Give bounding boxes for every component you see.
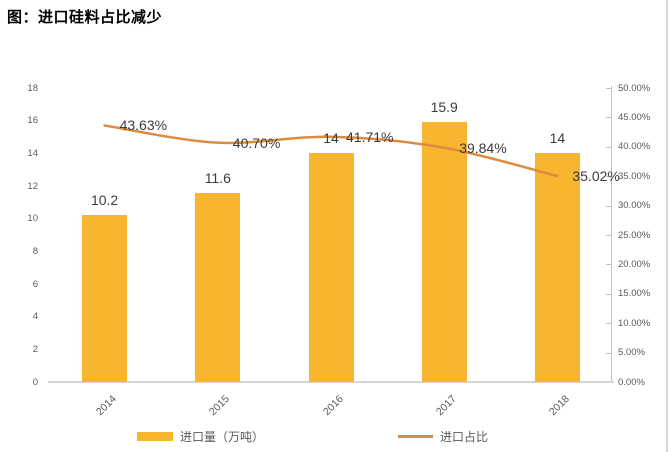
right-axis-tick: 15.00% <box>618 288 651 300</box>
line-value-label: 40.70% <box>232 134 281 151</box>
x-axis-line <box>48 381 614 383</box>
line-value-label: 35.02% <box>572 168 620 185</box>
bar-value-label: 10.2 <box>90 192 119 209</box>
line-value-label: 41.71% <box>346 128 394 145</box>
x-axis-label-2017: 2017 <box>433 393 459 419</box>
x-axis-label-2015: 2015 <box>207 393 233 419</box>
bar-value-label: 14 <box>323 130 339 147</box>
right-axis-tick: 0.00% <box>618 376 645 388</box>
left-axis-tick: 10 <box>27 213 38 225</box>
right-axis-tickmark <box>606 88 611 89</box>
right-axis-tickmark <box>606 205 611 207</box>
left-axis-tick: 12 <box>27 180 38 192</box>
right-axis-tick: 20.00% <box>618 258 651 270</box>
figure-title: 图：进口硅料占比减少 <box>7 9 163 26</box>
right-axis-tickmark <box>606 146 611 148</box>
right-axis-tick: 35.00% <box>618 170 651 182</box>
left-axis-tick: 16 <box>27 115 38 127</box>
right-axis-tick: 5.00% <box>618 347 645 359</box>
right-axis-tick: 45.00% <box>618 111 651 123</box>
x-axis-label-2014: 2014 <box>94 393 120 419</box>
left-axis-tick: 8 <box>32 245 38 257</box>
legend-label: 进口占比 <box>440 430 489 444</box>
bar-2016 <box>308 153 354 382</box>
right-axis-line <box>611 86 612 383</box>
line-value-label: 43.63% <box>119 117 168 134</box>
bar-2015 <box>195 192 241 382</box>
legend-item-line: 进口占比 <box>398 429 488 444</box>
left-axis-tick: 14 <box>27 147 38 159</box>
x-axis-label-2016: 2016 <box>320 393 346 419</box>
legend-item-bar: 进口量（万吨） <box>137 429 264 444</box>
left-axis-tick: 18 <box>27 82 38 94</box>
left-axis-tick: 2 <box>32 343 38 355</box>
line-swatch-icon <box>398 435 433 438</box>
right-axis-tick: 30.00% <box>618 200 651 212</box>
right-axis-tickmark <box>606 293 611 295</box>
right-axis-tick: 25.00% <box>618 229 651 241</box>
line-value-label: 39.84% <box>459 139 507 156</box>
right-axis-tickmark <box>606 117 611 119</box>
bar-2017 <box>421 122 467 382</box>
left-axis-tick: 4 <box>32 311 38 323</box>
right-axis-tickmark <box>606 323 611 325</box>
right-axis-tickmark <box>606 176 611 178</box>
right-axis-tickmark <box>606 235 611 236</box>
bar-value-label: 15.9 <box>430 99 458 116</box>
bar-value-label: 14 <box>549 130 566 147</box>
bar-value-label: 11.6 <box>204 169 231 186</box>
bar-swatch-icon <box>137 432 173 441</box>
right-axis-tick: 50.00% <box>618 82 651 94</box>
right-axis-tickmark <box>606 352 611 354</box>
right-axis-tick: 40.00% <box>618 141 651 153</box>
left-axis-tick: 0 <box>32 376 38 388</box>
left-axis-tick: 6 <box>32 278 38 290</box>
bar-2018 <box>534 153 580 382</box>
right-axis-tick: 10.00% <box>618 317 651 329</box>
right-axis-tickmark <box>606 264 611 266</box>
legend-label: 进口量（万吨） <box>180 430 265 444</box>
bar-2014 <box>82 215 128 382</box>
x-axis-label-2018: 2018 <box>546 393 572 419</box>
